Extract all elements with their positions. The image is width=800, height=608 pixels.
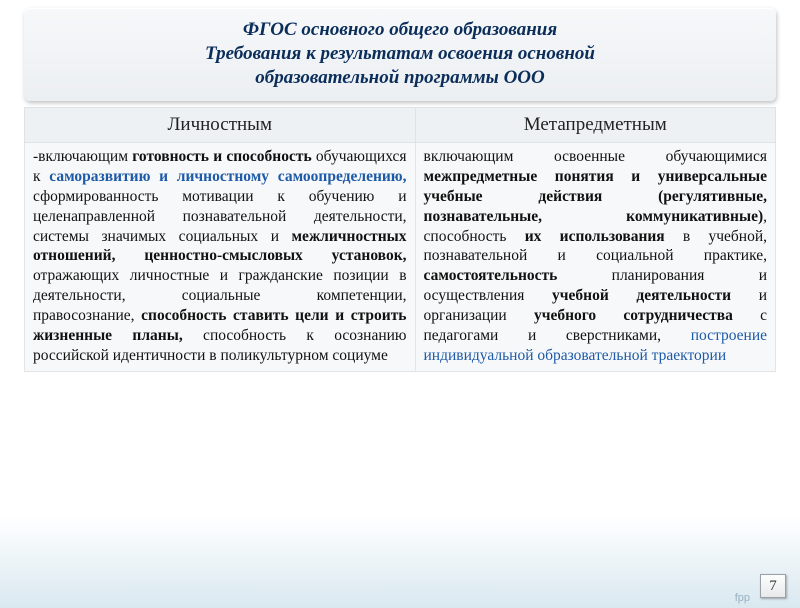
cell-left: -включающим готовность и способность обу…	[25, 143, 416, 372]
text-fragment: -включающим	[33, 148, 132, 165]
watermark-text: fpp	[735, 592, 750, 604]
bold-fragment: межпредметные понятия и универсальные уч…	[424, 168, 767, 225]
accent-fragment: саморазвитию и личностному самоопределен…	[49, 168, 406, 185]
page-number: 7	[760, 574, 786, 598]
cell-right: включающим освоенные обучающимися межпре…	[415, 143, 775, 372]
title-text: ФГОС основного общего образования Требов…	[38, 18, 762, 89]
bold-fragment: готовность и способность	[132, 148, 311, 165]
col-header-right: Метапредметным	[415, 108, 775, 143]
bold-fragment: учебного сотрудничества	[534, 307, 733, 324]
bold-fragment: их использования	[525, 228, 665, 245]
table-header-row: Личностным Метапредметным	[25, 108, 776, 143]
title-header: ФГОС основного общего образования Требов…	[24, 8, 776, 101]
bold-fragment: учебной деятельности	[552, 287, 731, 304]
title-line-1: ФГОС основного общего образования	[243, 19, 557, 40]
table-body-row: -включающим готовность и способность обу…	[25, 143, 776, 372]
col-header-left: Личностным	[25, 108, 416, 143]
text-fragment: включающим освоенные обучающимися	[424, 148, 767, 165]
requirements-table: Личностным Метапредметным -включающим го…	[24, 107, 776, 372]
title-line-2: Требования к результатам освоения основн…	[205, 43, 595, 64]
title-line-3: образовательной программы ООО	[255, 67, 545, 88]
bold-fragment: самостоятельность	[424, 267, 558, 284]
